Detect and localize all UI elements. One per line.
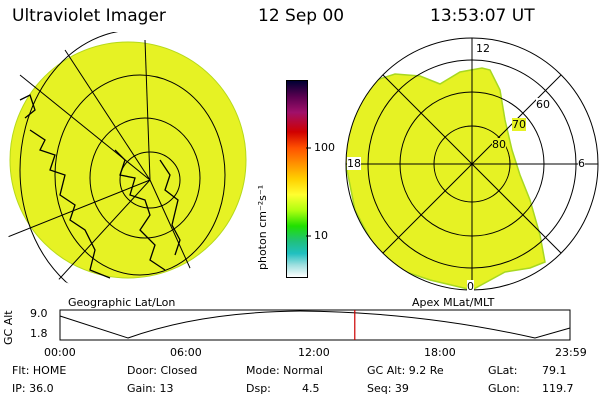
- altitude-xtick-1: 06:00: [170, 346, 202, 359]
- mlt-label-18: 18: [347, 157, 361, 170]
- apex-panel-label: Apex MLat/MLT: [412, 296, 495, 309]
- altitude-frame: [59, 309, 571, 341]
- geo-panel-label: Geographic Lat/Lon: [68, 296, 176, 309]
- altitude-ylabel: GC Alt: [2, 310, 15, 345]
- colorbar: [286, 80, 308, 278]
- colorbar-unit-label: photon cm⁻²s⁻¹: [256, 184, 269, 270]
- altitude-ytick-max: 9.0: [30, 307, 48, 320]
- time-label: 13:53:07 UT: [430, 6, 535, 26]
- polar-rim: [345, 37, 599, 291]
- mlat-label-60: 60: [536, 98, 550, 111]
- colorbar-tick-10: 10: [314, 229, 328, 242]
- geo-disk: [9, 41, 247, 279]
- status-door: Door: Closed: [127, 364, 198, 377]
- altitude-xtick-3: 18:00: [424, 346, 456, 359]
- polar-auroral-region: [346, 67, 546, 290]
- mlat-label-80: 80: [492, 138, 506, 151]
- polar-circle-60: [367, 59, 577, 269]
- altitude-xtick-2: 12:00: [298, 346, 330, 359]
- mlt-label-6: 6: [578, 157, 585, 170]
- altitude-ytick-min: 1.8: [30, 327, 48, 340]
- mlat-label-70: 70: [512, 118, 526, 131]
- status-gc-alt: GC Alt: 9.2 Re: [367, 364, 444, 377]
- polar-circle-70: [399, 91, 545, 237]
- status-glat-value: 79.1: [542, 364, 567, 377]
- status-dsp-value: 4.5: [302, 382, 320, 395]
- instrument-title: Ultraviolet Imager: [12, 6, 166, 26]
- altitude-curve: [59, 310, 571, 339]
- status-dsp-key: Dsp:: [246, 382, 271, 395]
- status-ip: IP: 36.0: [12, 382, 54, 395]
- polar-diag-1: [382, 74, 562, 254]
- status-gain: Gain: 13: [127, 382, 174, 395]
- altitude-xtick-4: 23:59: [555, 346, 587, 359]
- altitude-xtick-0: 00:00: [44, 346, 76, 359]
- status-glon-value: 119.7: [542, 382, 574, 395]
- mlt-label-0: 0: [467, 280, 474, 293]
- status-glon-key: GLon:: [488, 382, 520, 395]
- date-label: 12 Sep 00: [258, 6, 345, 26]
- status-flight: Flt: HOME: [12, 364, 67, 377]
- colorbar-tick-100: 100: [314, 141, 335, 154]
- status-glat-key: GLat:: [488, 364, 518, 377]
- status-seq: Seq: 39: [367, 382, 409, 395]
- polar-diag-2: [382, 74, 562, 254]
- status-mode: Mode: Normal: [246, 364, 323, 377]
- mlt-label-12: 12: [476, 42, 490, 55]
